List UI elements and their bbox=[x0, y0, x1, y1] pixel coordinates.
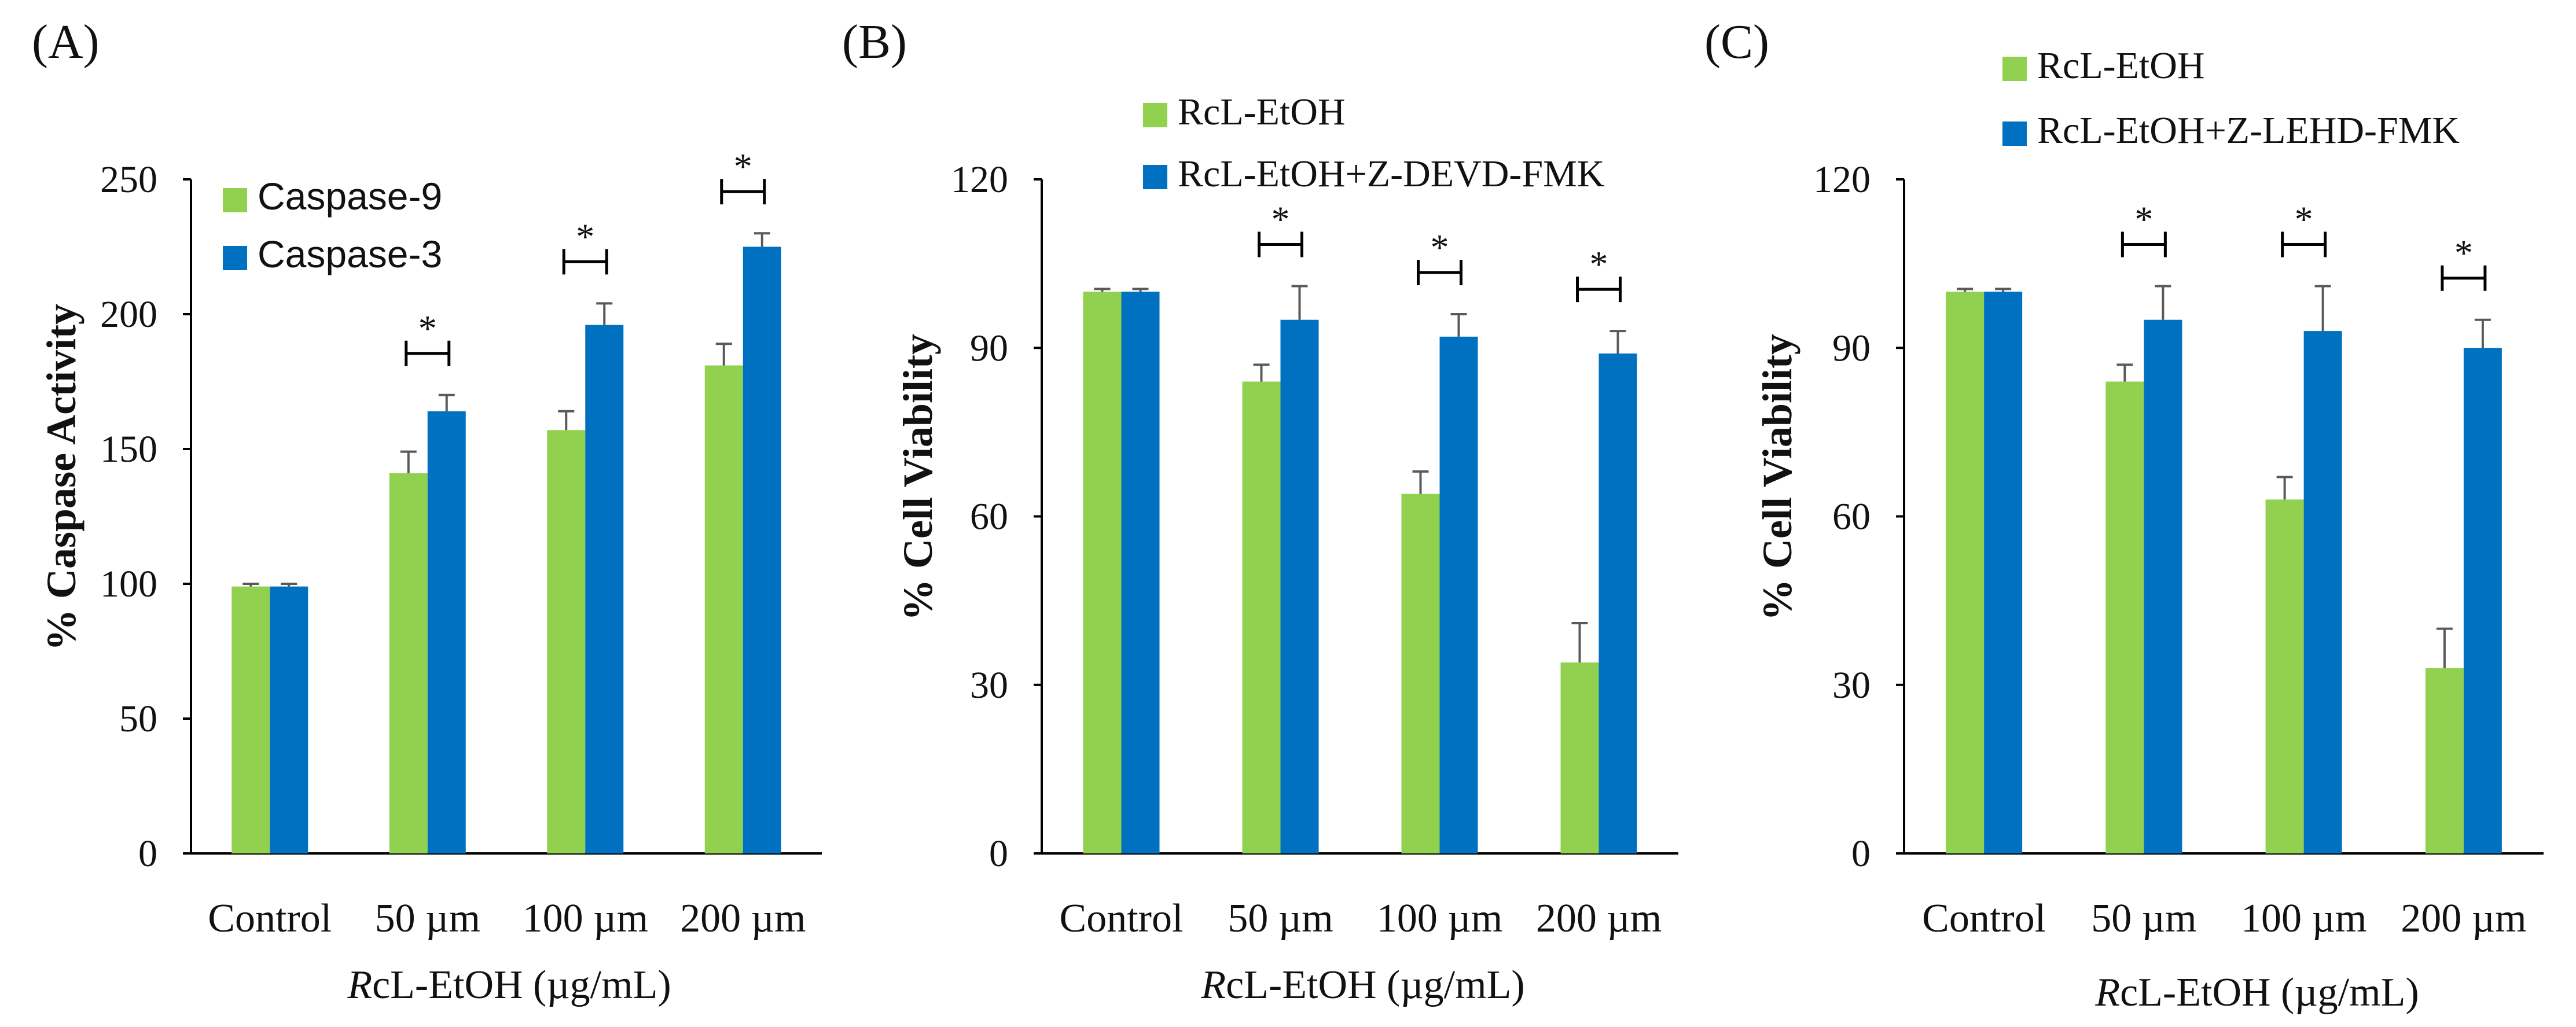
bar-series1 bbox=[1401, 494, 1440, 853]
legend-label-rcl-etoh-c: RcL-EtOH bbox=[2037, 45, 2205, 87]
legend-swatch-rcl-etoh-b bbox=[1143, 103, 1167, 127]
legend-swatch-z-lehd-c bbox=[2002, 122, 2027, 146]
legend-swatch-rcl-etoh-c bbox=[2002, 57, 2027, 81]
y-tick-label: 0 bbox=[989, 833, 1008, 875]
legend-swatch-caspase-3 bbox=[223, 246, 247, 270]
panel-a-y-title: % Caspase Activity bbox=[38, 304, 84, 651]
bar-series2 bbox=[270, 586, 308, 853]
significance-star: * bbox=[576, 216, 594, 257]
significance-star: * bbox=[1272, 198, 1290, 240]
panel-a: (A) 0 50 100 150 200 250 Control 50 µm 100 µm 200… bbox=[32, 15, 822, 1007]
y-tick-label: 60 bbox=[970, 496, 1008, 538]
x-category-label: 100 µm bbox=[2241, 896, 2366, 941]
panel-a-letter: (A) bbox=[32, 15, 100, 69]
x-category-label: 50 µm bbox=[375, 896, 480, 941]
y-tick-label: 30 bbox=[970, 664, 1008, 706]
panel-b-plot: 0 30 60 90 120 Control 50 µm 100 µm 200 µm * * * bbox=[951, 159, 1678, 941]
y-tick-label: 90 bbox=[970, 327, 1008, 369]
panel-b: (B) 0 30 60 90 120 Control 50 µm 100 µm 200 µm * *… bbox=[842, 15, 1678, 1007]
panel-b-letter: (B) bbox=[842, 15, 907, 69]
x-category-label: 50 µm bbox=[1228, 896, 1333, 941]
bar-series2 bbox=[1598, 353, 1637, 853]
panel-c-x-title: RcL-EtOH (µg/mL) bbox=[2094, 970, 2419, 1015]
bar-series2 bbox=[427, 411, 466, 853]
x-category-label: Control bbox=[1922, 896, 2046, 941]
legend-label-caspase-3: Caspase-3 bbox=[258, 233, 442, 275]
y-tick-label: 0 bbox=[1851, 833, 1871, 875]
bar-series2 bbox=[743, 246, 781, 853]
y-tick-label: 100 bbox=[100, 563, 157, 605]
significance-star: * bbox=[2295, 198, 2313, 240]
x-category-label: Control bbox=[1060, 896, 1184, 941]
y-tick-label: 60 bbox=[1832, 496, 1871, 538]
panel-a-plot: 0 50 100 150 200 250 Control 50 µm 100 µm 200 µm *… bbox=[100, 146, 822, 941]
panel-b-y-title: % Cell Viability bbox=[895, 334, 941, 621]
y-tick-label: 30 bbox=[1832, 664, 1871, 706]
y-tick-label: 150 bbox=[100, 428, 157, 470]
x-category-label: 200 µm bbox=[680, 896, 806, 941]
y-tick-label: 0 bbox=[138, 833, 157, 875]
bar-series2 bbox=[1280, 319, 1319, 853]
panel-c-plot: 0 30 60 90 120 Control 50 µm 100 µm 200 µm * * * bbox=[1813, 159, 2544, 941]
x-category-label: 50 µm bbox=[2091, 896, 2196, 941]
bar-series1 bbox=[1560, 662, 1599, 853]
significance-star: * bbox=[1431, 227, 1449, 268]
x-category-label: 200 µm bbox=[2401, 896, 2526, 941]
bar-series1 bbox=[389, 473, 428, 853]
legend-label-z-lehd-c: RcL-EtOH+Z-LEHD-FMK bbox=[2037, 109, 2460, 152]
bar-series1 bbox=[2425, 668, 2464, 853]
x-category-label: 100 µm bbox=[523, 896, 648, 941]
x-category-label: Control bbox=[208, 896, 332, 941]
panel-c-x-title-rest: cL-EtOH (µg/mL) bbox=[2120, 970, 2419, 1015]
bar-series2 bbox=[585, 325, 624, 853]
legend-swatch-z-devd-b bbox=[1143, 165, 1167, 189]
significance-star: * bbox=[2454, 233, 2473, 274]
bar-series2 bbox=[1984, 292, 2023, 854]
panel-c-letter: (C) bbox=[1704, 15, 1769, 69]
bar-series1 bbox=[2105, 381, 2144, 853]
panel-b-x-title: RcL-EtOH (µg/mL) bbox=[1200, 963, 1524, 1007]
significance-star: * bbox=[734, 146, 752, 187]
significance-star: * bbox=[2134, 198, 2153, 240]
x-category-label: 100 µm bbox=[1377, 896, 1502, 941]
y-tick-label: 120 bbox=[951, 159, 1008, 201]
legend-label-rcl-etoh-b: RcL-EtOH bbox=[1178, 91, 1346, 133]
panel-b-x-title-rest: cL-EtOH (µg/mL) bbox=[1226, 963, 1525, 1007]
bar-series2 bbox=[2144, 319, 2182, 853]
x-category-label: 200 µm bbox=[1536, 896, 1662, 941]
panel-b-x-title-italic: R bbox=[1200, 963, 1226, 1007]
panel-a-x-title-italic: R bbox=[347, 963, 372, 1007]
y-tick-label: 90 bbox=[1832, 327, 1871, 369]
bar-series2 bbox=[2303, 331, 2342, 853]
bar-series1 bbox=[1946, 292, 1985, 854]
panel-a-x-title-rest: cL-EtOH (µg/mL) bbox=[372, 963, 671, 1007]
y-tick-label: 250 bbox=[100, 159, 157, 201]
legend-label-z-devd-b: RcL-EtOH+Z-DEVD-FMK bbox=[1178, 153, 1604, 195]
panel-c-x-title-italic: R bbox=[2094, 970, 2120, 1015]
bar-series1 bbox=[231, 586, 270, 853]
y-tick-label: 120 bbox=[1813, 159, 1871, 201]
bar-series1 bbox=[547, 430, 586, 853]
panel-c: (C) 0 30 60 90 120 Control 50 µm 100 µm 200 µm * *… bbox=[1704, 15, 2544, 1015]
significance-star: * bbox=[418, 308, 437, 349]
panel-a-x-title: RcL-EtOH (µg/mL) bbox=[347, 963, 671, 1007]
legend-label-caspase-9: Caspase-9 bbox=[258, 175, 442, 218]
bar-series2 bbox=[2463, 348, 2502, 853]
panel-c-y-title: % Cell Viability bbox=[1754, 334, 1800, 621]
y-tick-label: 200 bbox=[100, 293, 157, 336]
significance-star: * bbox=[1590, 244, 1608, 285]
bar-series1 bbox=[1242, 381, 1281, 853]
bar-series1 bbox=[704, 365, 743, 853]
legend-swatch-caspase-9 bbox=[223, 188, 247, 212]
bar-series2 bbox=[1121, 292, 1160, 854]
bar-series2 bbox=[1439, 336, 1478, 853]
bar-series1 bbox=[1083, 292, 1122, 854]
bar-series1 bbox=[2265, 499, 2304, 853]
y-tick-label: 50 bbox=[119, 698, 157, 740]
